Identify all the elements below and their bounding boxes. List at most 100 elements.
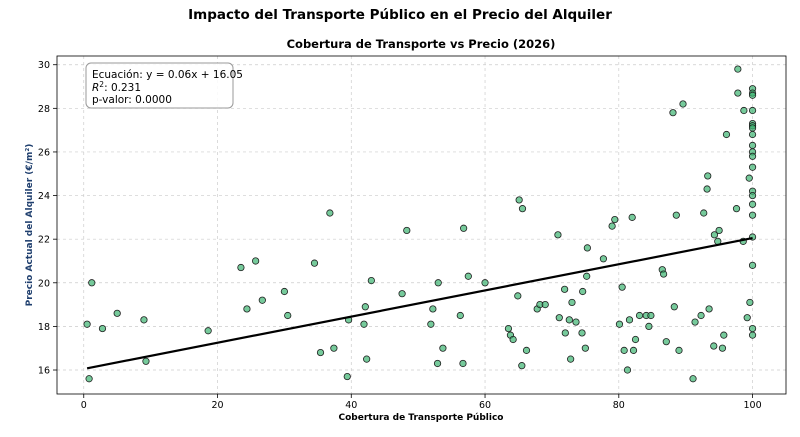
data-point <box>679 100 687 108</box>
data-point <box>620 346 628 354</box>
data-point <box>647 311 655 320</box>
data-point <box>434 279 442 287</box>
data-point <box>734 65 742 73</box>
data-point <box>518 362 526 370</box>
y-tick-label: 24 <box>38 191 50 202</box>
data-point <box>734 89 742 97</box>
y-tick-label: 20 <box>38 278 50 289</box>
data-point <box>555 314 563 322</box>
plot-area <box>56 55 787 395</box>
data-point <box>578 329 586 337</box>
data-point <box>697 311 705 320</box>
data-point <box>705 305 713 313</box>
data-point <box>572 318 580 326</box>
data-point <box>672 211 680 219</box>
data-point <box>504 324 513 333</box>
data-point <box>243 305 251 313</box>
data-point <box>568 298 576 307</box>
x-tick-label: 20 <box>211 400 223 411</box>
data-point <box>85 375 93 383</box>
data-point <box>722 130 731 139</box>
data-point <box>83 320 91 328</box>
data-point <box>88 279 96 287</box>
data-point <box>398 290 406 298</box>
annotation-equation: Ecuación: y = 0.06x + 16.05 <box>92 69 243 81</box>
data-point <box>748 324 757 333</box>
regression-annotation-box: Ecuación: y = 0.06x + 16.05 R2: 0.231 p-… <box>85 62 243 109</box>
data-point <box>703 185 711 193</box>
data-point <box>748 130 757 139</box>
data-point <box>608 222 616 230</box>
data-point <box>98 324 107 333</box>
data-point <box>561 329 569 337</box>
data-point <box>567 355 575 363</box>
figure-suptitle: Impacto del Transporte Público en el Pre… <box>188 7 612 23</box>
data-point <box>237 263 245 272</box>
data-point <box>360 320 368 328</box>
data-point <box>718 344 727 352</box>
data-point <box>675 346 683 354</box>
data-point <box>515 196 523 204</box>
data-point <box>581 344 589 352</box>
data-point <box>740 106 748 115</box>
data-point <box>704 172 712 180</box>
data-point <box>745 174 753 182</box>
y-tick-label: 28 <box>38 104 50 115</box>
data-point <box>140 316 148 324</box>
data-point <box>748 152 757 160</box>
data-point <box>748 163 757 171</box>
data-point <box>330 344 338 352</box>
data-point <box>748 211 757 219</box>
data-point <box>316 348 325 357</box>
data-point <box>748 91 757 99</box>
plot-title: Cobertura de Transporte vs Precio (2026) <box>287 37 556 51</box>
data-point <box>720 331 728 339</box>
data-point <box>429 305 437 313</box>
data-point <box>623 366 632 374</box>
data-point <box>456 311 464 320</box>
y-tick-label: 26 <box>38 147 50 158</box>
data-point <box>554 231 562 239</box>
x-tick-label: 80 <box>613 400 625 411</box>
y-axis-label: Precio Actual del Alquiler (€/m²) <box>25 144 35 307</box>
x-axis-ticks: 0 20 40 60 80 100 <box>81 394 762 411</box>
data-point <box>748 191 757 200</box>
data-point <box>670 303 678 311</box>
data-point <box>710 231 719 239</box>
data-point <box>746 298 754 307</box>
data-point <box>618 283 626 291</box>
data-point <box>748 106 757 115</box>
data-point <box>113 309 121 317</box>
y-axis-ticks: 16 18 20 22 24 26 28 30 <box>38 60 57 377</box>
data-point <box>748 141 757 150</box>
data-point <box>743 314 751 322</box>
data-points <box>83 65 757 383</box>
data-point <box>579 287 587 296</box>
data-point <box>481 279 489 287</box>
data-point <box>691 318 699 326</box>
data-point <box>629 346 638 354</box>
x-tick-label: 0 <box>81 400 87 411</box>
data-point <box>258 296 266 304</box>
x-axis-label: Cobertura de Transporte Público <box>339 413 504 423</box>
data-point <box>561 285 569 293</box>
data-point <box>715 226 723 235</box>
x-tick-label: 40 <box>345 400 357 411</box>
data-point <box>439 344 447 352</box>
data-point <box>669 109 677 117</box>
y-tick-label: 30 <box>38 60 50 71</box>
data-point <box>367 277 375 285</box>
y-tick-label: 18 <box>38 322 50 333</box>
data-point <box>615 320 624 328</box>
data-point <box>433 359 442 368</box>
data-point <box>689 375 697 383</box>
data-point <box>748 331 757 339</box>
data-point <box>748 261 757 269</box>
data-point <box>142 357 150 365</box>
data-point <box>700 209 708 217</box>
data-point <box>518 205 527 213</box>
data-point <box>660 270 668 278</box>
data-point <box>363 355 371 363</box>
data-point <box>628 213 636 221</box>
